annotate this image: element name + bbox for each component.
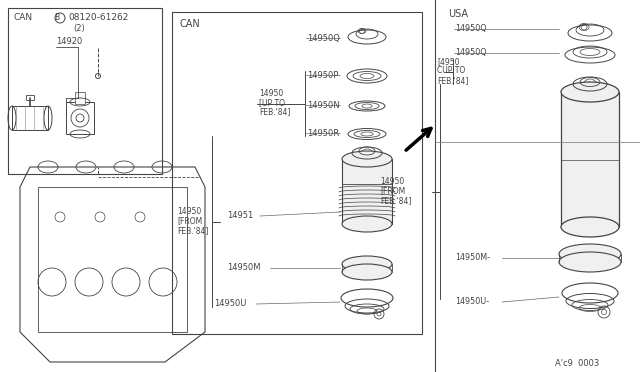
Bar	[66, 102, 94, 134]
Ellipse shape	[559, 244, 621, 264]
Text: 14950: 14950	[259, 89, 284, 98]
Text: [UP TO: [UP TO	[259, 98, 285, 107]
Ellipse shape	[559, 252, 621, 272]
Text: 14950Q: 14950Q	[307, 33, 340, 42]
Bar	[26, 95, 34, 100]
Bar	[342, 264, 392, 272]
Text: 14950P: 14950P	[307, 71, 339, 80]
Text: [FROM: [FROM	[380, 186, 405, 195]
Bar	[172, 12, 422, 334]
Text: A'c9  0003: A'c9 0003	[555, 359, 599, 369]
Bar	[38, 187, 187, 332]
Text: 14950Q: 14950Q	[455, 25, 486, 33]
Ellipse shape	[342, 151, 392, 167]
Text: 08120-61262: 08120-61262	[68, 13, 129, 22]
Text: 14950U: 14950U	[214, 299, 246, 308]
Text: (2): (2)	[73, 25, 84, 33]
Bar	[559, 254, 621, 262]
Text: CAN: CAN	[180, 19, 201, 29]
Bar	[75, 92, 85, 104]
Text: CAN: CAN	[13, 13, 32, 22]
Text: CUP TO: CUP TO	[437, 66, 465, 75]
Ellipse shape	[342, 256, 392, 272]
Text: 14950Q: 14950Q	[455, 48, 486, 58]
Text: B: B	[54, 13, 60, 22]
Text: FEB.'84]: FEB.'84]	[437, 76, 468, 85]
Text: 14920: 14920	[56, 38, 83, 46]
Ellipse shape	[342, 216, 392, 232]
Ellipse shape	[561, 82, 619, 102]
Text: 14950: 14950	[380, 177, 404, 186]
Bar	[561, 92, 619, 227]
Bar	[12, 106, 48, 130]
Bar	[342, 159, 392, 224]
Text: FEB.'84]: FEB.'84]	[177, 226, 209, 235]
Text: 14950M-: 14950M-	[455, 253, 490, 263]
Ellipse shape	[342, 264, 392, 280]
Text: 14950N: 14950N	[307, 100, 340, 109]
Text: 14950M: 14950M	[227, 263, 260, 273]
Text: 14950U-: 14950U-	[455, 298, 489, 307]
Text: 14951: 14951	[227, 212, 253, 221]
Text: USA: USA	[448, 9, 468, 19]
Text: [FROM: [FROM	[177, 216, 202, 225]
Text: 14950: 14950	[177, 207, 201, 216]
Ellipse shape	[561, 217, 619, 237]
Text: FEB.'84]: FEB.'84]	[380, 196, 412, 205]
Text: [4950: [4950	[437, 57, 460, 66]
Text: FEB.'84]: FEB.'84]	[259, 107, 291, 116]
Text: 14950R: 14950R	[307, 128, 339, 138]
Bar	[8, 8, 162, 174]
